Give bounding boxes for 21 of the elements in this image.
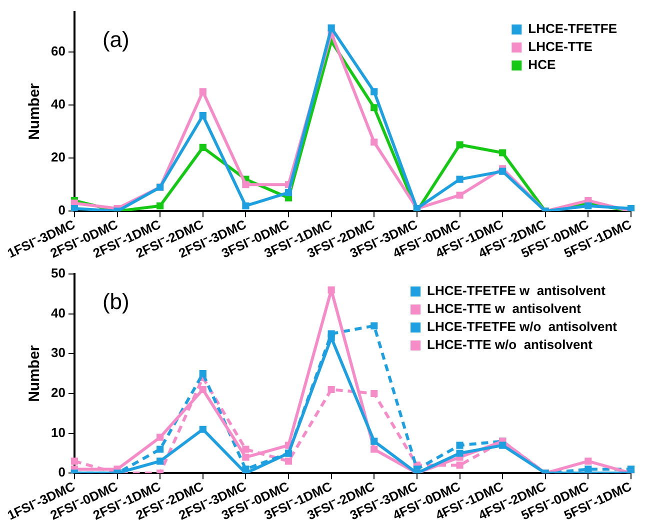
annotation: (b) bbox=[102, 289, 130, 314]
annotation: (a) bbox=[102, 27, 130, 52]
legend-label: HCE bbox=[528, 57, 556, 72]
y-tick-label: 60 bbox=[50, 43, 66, 58]
y-tick-label: 0 bbox=[58, 202, 66, 218]
y-tick-label: 40 bbox=[50, 96, 66, 112]
y-tick-label: 30 bbox=[50, 345, 66, 360]
legend-label: LHCE-TFETFE bbox=[528, 21, 618, 36]
y-axis-title: Number bbox=[26, 83, 44, 140]
legend-label: LHCE-TTE w/o antisolvent bbox=[427, 337, 594, 352]
y-tick-label: 0 bbox=[58, 464, 66, 480]
y-tick-label: 40 bbox=[50, 305, 66, 320]
y-axis-title: Number bbox=[26, 345, 44, 402]
legend-label: LHCE-TFETFE w/o antisolvent bbox=[427, 319, 618, 334]
y-tick-label: 10 bbox=[50, 424, 66, 440]
legend-label: LHCE-TFETFE w antisolvent bbox=[427, 283, 606, 298]
y-tick-label: 20 bbox=[50, 385, 66, 400]
y-tick-label: 20 bbox=[50, 150, 66, 165]
legend-label: LHCE-TTE bbox=[528, 39, 593, 54]
y-tick-label: 50 bbox=[50, 266, 66, 281]
legend-label: LHCE-TTE w antisolvent bbox=[427, 301, 582, 316]
